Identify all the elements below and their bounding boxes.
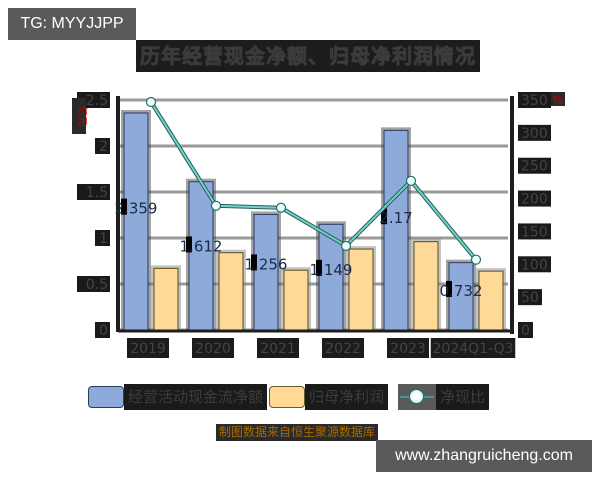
x-axis-label: 2020: [195, 341, 231, 357]
right-axis-tick: 50: [521, 290, 539, 306]
right-axis-tick: 0: [521, 323, 530, 339]
watermark: www.zhangruicheng.com: [376, 440, 592, 472]
data-label: 1.149: [310, 261, 353, 279]
legend-line-marker-icon: [398, 384, 437, 410]
cash-ratio-point: [145, 96, 157, 108]
legend-swatch-cashflow: [88, 386, 124, 408]
left-tick-bg: [95, 230, 110, 246]
bar-net-profit: [348, 248, 374, 331]
x-tick-bg: [430, 338, 516, 358]
left-tick-bg: [77, 184, 110, 200]
legend-item-cashflow: 经营活动现金流净额: [88, 384, 268, 410]
legend-item-net-profit: 归母净利润: [269, 384, 389, 410]
x-tick-bg: [387, 338, 429, 358]
data-label: 2.17: [379, 209, 412, 227]
left-unit-bg: [72, 98, 86, 134]
legend-label-cash-ratio: 净现比: [436, 384, 490, 410]
label-edge: [121, 198, 127, 215]
right-tick-bg: [518, 92, 551, 108]
left-axis-tick: 2: [99, 139, 108, 155]
right-tick-bg: [518, 223, 551, 240]
right-axis-tick: 300: [521, 126, 548, 142]
label-edge: [446, 280, 452, 297]
bar-net-profit: [218, 252, 244, 331]
right-tick-bg: [518, 322, 533, 338]
left-tick-bg: [95, 138, 110, 154]
right-tick-bg: [518, 124, 551, 141]
left-tick-bg: [95, 322, 110, 338]
bar-cashflow: [123, 112, 149, 331]
legend-label-cashflow: 经营活动现金流净额: [124, 384, 268, 410]
bar-net-profit: [153, 267, 179, 331]
bar-cashflow: [253, 213, 279, 331]
chart-title: 历年经营现金净额、归母净利润情况: [136, 40, 480, 72]
cash-ratio-point: [340, 240, 352, 251]
x-tick-bg: [257, 338, 299, 358]
legend-item-cash-ratio: 净现比: [398, 384, 490, 410]
legend-label-net-profit: 归母净利润: [305, 384, 389, 410]
right-axis-unit: %: [553, 94, 563, 107]
label-edge: [316, 259, 322, 276]
label-edge: [381, 208, 387, 225]
left-tick-bg: [77, 276, 110, 292]
right-unit-bg: [551, 92, 565, 106]
combo-chart: 0 0.5 1 1.5 2 2.5亿元 0 50 100 150 200 250 300 350 % 2019…: [72, 92, 565, 358]
right-axis-tick: 350: [521, 93, 548, 109]
x-axis-label: 2023: [390, 341, 426, 357]
left-axis-tick: 1.5: [86, 185, 108, 201]
right-axis-tick: 200: [521, 192, 548, 208]
x-axis-label: 2024Q1-Q3: [432, 341, 513, 357]
left-axis-tick: 1: [99, 231, 108, 247]
right-axis-tick: 250: [521, 159, 548, 175]
cash-ratio-point: [210, 200, 222, 211]
x-axis-label: 2021: [260, 341, 296, 357]
x-tick-bg: [322, 338, 364, 358]
right-axis-tick: 100: [521, 257, 548, 273]
cash-ratio-line: [150, 101, 477, 261]
cash-ratio-point: [470, 254, 482, 265]
x-axis-label: 2022: [325, 341, 361, 357]
right-tick-bg: [518, 256, 551, 273]
x-tick-bg: [192, 338, 234, 358]
x-axis-label: 2019: [130, 341, 166, 357]
right-tick-bg: [518, 157, 551, 174]
cash-ratio-point: [405, 175, 417, 186]
cash-ratio-point: [275, 202, 287, 213]
right-tick-bg: [518, 190, 551, 207]
right-axis-tick: 150: [521, 224, 548, 240]
bar-cashflow: [448, 262, 474, 331]
left-axis-tick: 0: [99, 323, 108, 339]
data-label: 2.359: [115, 200, 158, 218]
legend-swatch-net-profit: [269, 386, 306, 408]
bar-cashflow: [383, 129, 409, 331]
bar-net-profit: [413, 241, 439, 331]
data-label: 1.612: [180, 237, 223, 255]
left-axis-tick: 2.5: [86, 93, 108, 109]
label-edge: [186, 236, 192, 253]
bar-net-profit: [283, 269, 309, 331]
data-source-note: 制图数据来自恒生聚源数据库: [216, 424, 379, 441]
label-edge: [251, 254, 257, 271]
data-label: 1.256: [245, 255, 288, 273]
bar-cashflow: [188, 181, 214, 331]
chart-legend: 经营活动现金流净额 归母净利润 净现比: [88, 384, 490, 410]
right-tick-bg: [518, 289, 542, 306]
left-axis-unit: 亿元: [76, 106, 89, 126]
tg-badge: TG: MYYJJPP: [8, 8, 136, 40]
bar-net-profit: [478, 270, 504, 331]
left-axis-tick: 0.5: [86, 277, 108, 293]
data-label: 0.732: [440, 282, 483, 300]
x-tick-bg: [127, 338, 169, 358]
